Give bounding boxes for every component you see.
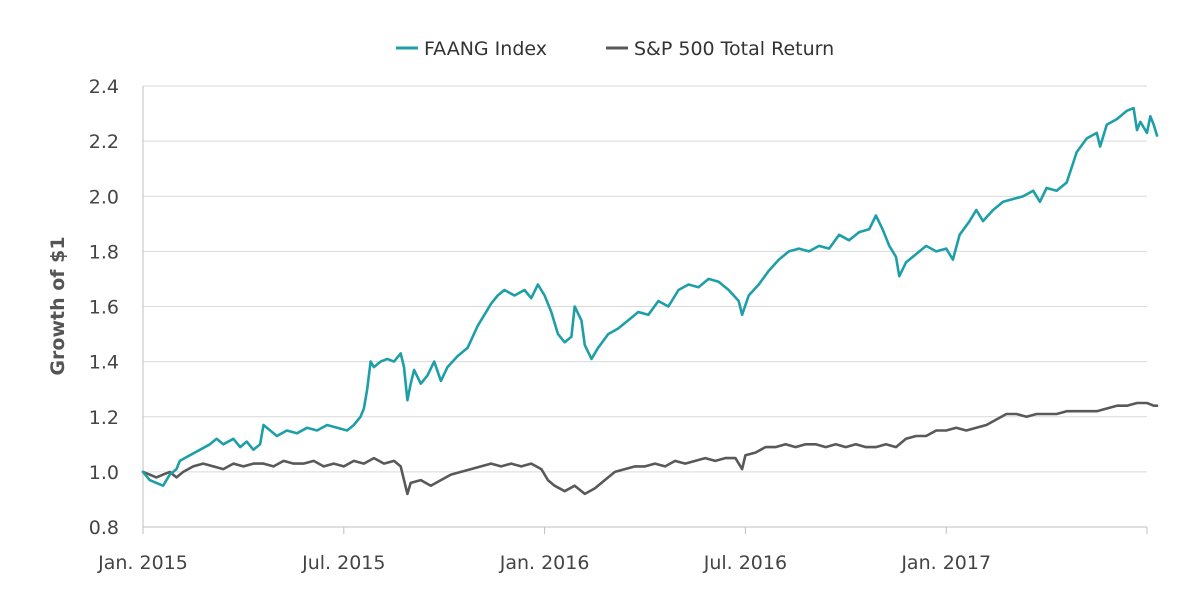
- x-tick-label: Jan. 2015: [97, 552, 188, 574]
- y-tick-labels: 0.8 1.0 1.2 1.4 1.6 1.8 2.0 2.2 2.4: [89, 76, 119, 539]
- gridlines: [143, 85, 1147, 473]
- y-tick-label: 1.2: [89, 407, 119, 429]
- legend: FAANG Index S&P 500 Total Return: [396, 38, 834, 60]
- x-tick-label: Jan. 2016: [499, 552, 590, 574]
- legend-item-faang[interactable]: FAANG Index: [396, 38, 547, 60]
- legend-label-sp500: S&P 500 Total Return: [634, 38, 834, 60]
- y-tick-label: 1.6: [89, 297, 119, 319]
- legend-label-faang: FAANG Index: [424, 38, 547, 60]
- y-tick-label: 1.4: [89, 352, 119, 374]
- series-lines: [141, 106, 1159, 496]
- series-line-faang: [141, 106, 1159, 487]
- series-line-sp500: [141, 401, 1159, 496]
- y-tick-label: 1.0: [89, 462, 119, 484]
- axes: [142, 86, 1148, 534]
- x-tick-label: Jan. 2017: [900, 552, 991, 574]
- y-axis-title: Growth of $1: [47, 236, 69, 375]
- y-tick-label: 2.4: [89, 76, 119, 98]
- x-tick-label: Jul. 2015: [301, 552, 385, 574]
- y-tick-label: 2.0: [89, 186, 119, 208]
- y-tick-label: 0.8: [89, 517, 119, 539]
- y-tick-label: 2.2: [89, 131, 119, 153]
- x-tick-label: Jul. 2016: [703, 552, 787, 574]
- y-tick-label: 1.8: [89, 241, 119, 263]
- x-tick-labels: Jan. 2015 Jul. 2015 Jan. 2016 Jul. 2016 Jan.…: [97, 552, 991, 574]
- legend-item-sp500[interactable]: S&P 500 Total Return: [606, 38, 834, 60]
